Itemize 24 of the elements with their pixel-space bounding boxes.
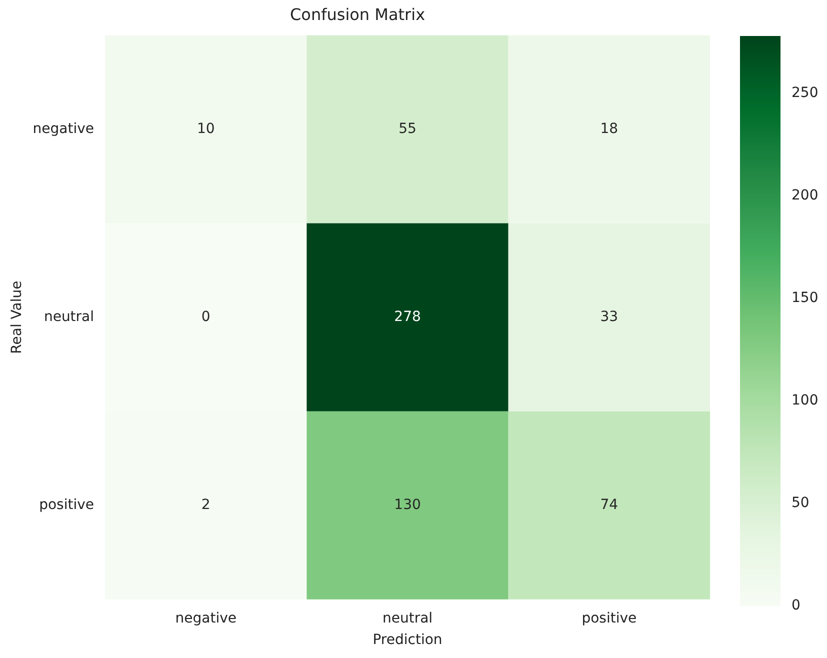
x-tick-label: positive	[582, 610, 637, 626]
data-label: 18	[600, 120, 618, 137]
color-bar-label: 200	[792, 188, 818, 204]
x-tick-label: negative	[175, 610, 236, 626]
color-bar-label: 250	[792, 85, 818, 102]
data-label: 278	[394, 308, 421, 325]
color-bar-label: 50	[792, 495, 810, 512]
data-label: 74	[600, 497, 618, 514]
data-label: 55	[398, 120, 416, 137]
data-label: 2	[201, 497, 210, 514]
color-bar-label: 0	[792, 598, 800, 614]
color-bar-label: 150	[792, 290, 818, 306]
color-bar-label: 100	[792, 392, 818, 409]
y-tick-label: positive	[39, 497, 94, 514]
chart-title: Confusion Matrix	[290, 4, 426, 24]
data-label: 0	[201, 308, 210, 325]
data-label: 10	[196, 120, 215, 137]
x-tick-label: neutral	[382, 610, 433, 626]
data-label: 130	[394, 497, 421, 514]
x-axis-title: Prediction	[372, 632, 442, 648]
y-tick-label: neutral	[44, 308, 94, 325]
data-label: 33	[600, 308, 618, 325]
y-axis-title: Real Value	[9, 280, 26, 354]
y-tick-label: negative	[32, 120, 94, 137]
